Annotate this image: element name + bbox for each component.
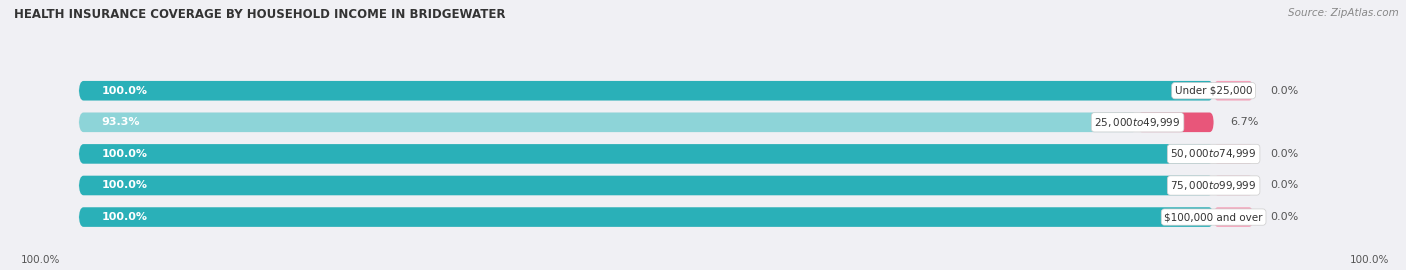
- Text: Source: ZipAtlas.com: Source: ZipAtlas.com: [1288, 8, 1399, 18]
- Text: 93.3%: 93.3%: [101, 117, 141, 127]
- FancyBboxPatch shape: [1213, 81, 1253, 100]
- Text: 100.0%: 100.0%: [101, 212, 148, 222]
- Text: 0.0%: 0.0%: [1271, 149, 1299, 159]
- Text: 6.7%: 6.7%: [1230, 117, 1258, 127]
- Text: 100.0%: 100.0%: [101, 86, 148, 96]
- Text: 100.0%: 100.0%: [1350, 255, 1389, 265]
- FancyBboxPatch shape: [79, 176, 1213, 195]
- Text: HEALTH INSURANCE COVERAGE BY HOUSEHOLD INCOME IN BRIDGEWATER: HEALTH INSURANCE COVERAGE BY HOUSEHOLD I…: [14, 8, 506, 21]
- Text: Under $25,000: Under $25,000: [1175, 86, 1253, 96]
- FancyBboxPatch shape: [79, 176, 1213, 195]
- Text: $50,000 to $74,999: $50,000 to $74,999: [1170, 147, 1257, 160]
- FancyBboxPatch shape: [79, 144, 1213, 164]
- FancyBboxPatch shape: [79, 207, 1213, 227]
- Text: 0.0%: 0.0%: [1271, 212, 1299, 222]
- Text: $100,000 and over: $100,000 and over: [1164, 212, 1263, 222]
- FancyBboxPatch shape: [79, 207, 1213, 227]
- Text: $25,000 to $49,999: $25,000 to $49,999: [1094, 116, 1181, 129]
- FancyBboxPatch shape: [1213, 176, 1253, 195]
- Text: 100.0%: 100.0%: [101, 149, 148, 159]
- FancyBboxPatch shape: [79, 144, 1213, 164]
- Text: 100.0%: 100.0%: [101, 180, 148, 190]
- FancyBboxPatch shape: [1137, 113, 1213, 132]
- Text: 0.0%: 0.0%: [1271, 86, 1299, 96]
- FancyBboxPatch shape: [79, 113, 1137, 132]
- FancyBboxPatch shape: [1213, 144, 1253, 164]
- Text: 0.0%: 0.0%: [1271, 180, 1299, 190]
- FancyBboxPatch shape: [1213, 207, 1253, 227]
- Text: 100.0%: 100.0%: [21, 255, 60, 265]
- FancyBboxPatch shape: [79, 81, 1213, 100]
- FancyBboxPatch shape: [79, 81, 1213, 100]
- FancyBboxPatch shape: [79, 113, 1213, 132]
- Text: $75,000 to $99,999: $75,000 to $99,999: [1170, 179, 1257, 192]
